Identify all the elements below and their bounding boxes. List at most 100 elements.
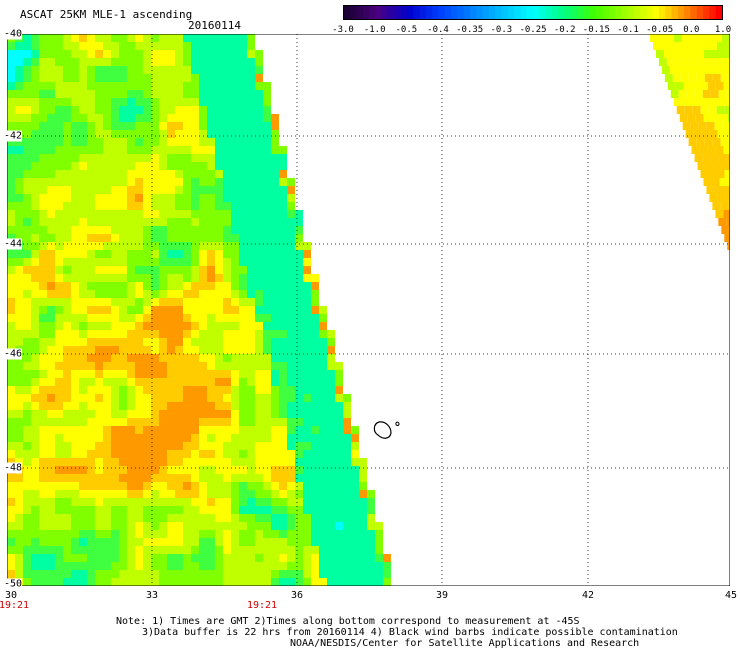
wind-cell [7,154,15,162]
wind-cell [151,122,159,130]
wind-cell [215,170,223,178]
wind-cell [119,170,127,178]
wind-cell [231,450,239,458]
wind-cell [319,474,327,482]
wind-cell [215,50,223,58]
wind-cell [111,122,119,130]
wind-cell [327,434,335,442]
wind-cell [716,106,725,114]
wind-cell [39,522,47,530]
wind-cell [39,234,47,242]
wind-cell [103,250,111,258]
wind-cell [688,138,697,146]
wind-cell [199,194,207,202]
wind-cell [327,354,335,362]
wind-cell [685,130,694,138]
wind-cell [175,314,183,322]
wind-cell [55,202,63,210]
wind-cell [343,474,351,482]
wind-cell [39,202,47,210]
wind-cell [215,386,223,394]
colorbar-segment [570,6,578,19]
wind-cell [95,82,103,90]
wind-cell [375,546,383,554]
wind-cell [207,298,215,306]
wind-cell [191,242,199,250]
wind-cell [255,66,263,74]
wind-cell [311,314,319,322]
wind-cell [135,74,143,82]
wind-cell [231,282,239,290]
wind-cell [159,498,167,506]
wind-cell [247,362,255,370]
wind-cell [183,298,191,306]
wind-cell [55,114,63,122]
wind-cell [15,538,23,546]
wind-cell [199,146,207,154]
wind-cell [239,250,247,258]
wind-cell [223,98,231,106]
wind-cell [119,490,127,498]
wind-cell [215,506,223,514]
wind-cell [223,458,231,466]
wind-cell [103,434,111,442]
wind-cell [63,34,71,42]
wind-cell [223,514,231,522]
wind-cell [119,178,127,186]
colorbar-segment [520,6,528,19]
wind-cell [175,234,183,242]
wind-cell [119,554,127,562]
wind-cell [7,386,15,394]
wind-cell [95,226,103,234]
wind-cell [690,122,699,130]
wind-cell [79,410,87,418]
wind-cell [151,242,159,250]
wind-cell [215,58,223,66]
wind-cell [111,154,119,162]
wind-cell [103,114,111,122]
wind-cell [47,474,55,482]
wind-cell [239,114,247,122]
wind-cell [55,106,63,114]
wind-cell [15,266,23,274]
wind-cell [111,66,119,74]
wind-cell [79,450,87,458]
wind-cell [303,402,311,410]
wind-cell [351,498,359,506]
wind-cell [239,290,247,298]
wind-cell [167,162,175,170]
wind-cell [199,482,207,490]
wind-cell [71,90,79,98]
wind-cell [183,234,191,242]
wind-cell [31,386,39,394]
wind-cell [247,122,255,130]
wind-cell [7,122,15,130]
wind-cell [271,186,279,194]
wind-cell [271,370,279,378]
wind-cell [119,338,127,346]
wind-cell [207,210,215,218]
wind-cell [159,346,167,354]
wind-cell [367,554,375,562]
wind-cell [223,282,231,290]
colorbar-segment [589,6,597,19]
wind-cell [327,490,335,498]
wind-cell [295,474,303,482]
wind-cell [31,194,39,202]
wind-cell [31,50,39,58]
wind-cell [327,466,335,474]
wind-cell [95,298,103,306]
wind-cell [263,338,271,346]
wind-cell [79,162,87,170]
wind-cell [676,42,685,50]
wind-cell [135,338,143,346]
wind-cell [47,234,55,242]
wind-cell [31,298,39,306]
wind-cell [183,282,191,290]
wind-cell [135,58,143,66]
wind-cell [127,530,135,538]
wind-cell [143,282,151,290]
wind-cell [79,418,87,426]
wind-cell [199,418,207,426]
wind-cell [674,58,683,66]
